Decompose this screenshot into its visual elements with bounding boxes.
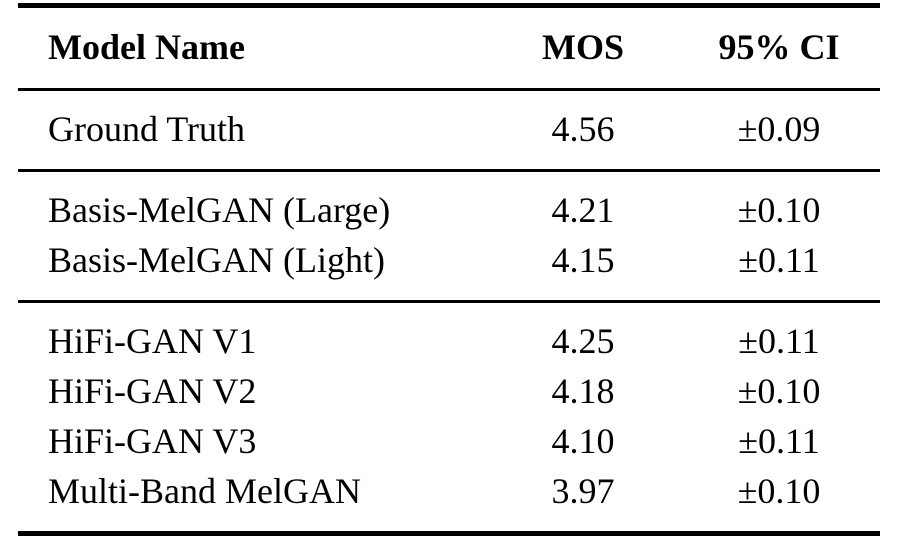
mos-cell: 4.18 [551,371,615,411]
model-name-cell: HiFi-GAN V2 [48,371,257,411]
model-name-cell: Multi-Band MelGAN [48,471,361,511]
ci-cell: ±0.10 [678,169,880,235]
table-row-ground-truth: Ground Truth 4.56 ±0.09 [18,90,880,171]
mos-cell: 4.21 [488,169,678,235]
table-header: Model Name MOS 95% CI [18,5,880,91]
column-header-model-name: Model Name [18,5,488,91]
header-row: Model Name MOS 95% CI [18,5,880,91]
ci-cell: ±0.10 [737,371,821,411]
model-name-cell: HiFi-GAN V3 [48,421,257,461]
group-ground-truth: Ground Truth 4.56 ±0.09 [18,90,880,171]
model-name-cell: Basis-MelGAN (Light) [48,240,385,280]
column-header-95-ci: 95% CI [678,5,880,91]
table-row-hifi-gan-v2: HiFi-GAN V2 4.18 ±0.10 [18,366,880,416]
column-header-mos: MOS [488,5,678,91]
mos-cell: 4.10 [551,421,615,461]
table-row-hifi-gan-v1: HiFi-GAN V1 4.25 ±0.11 [18,300,880,366]
ci-cell: ±0.11 [678,300,880,366]
ci-cell: ±0.11 [738,240,820,280]
mos-cell: 4.25 [488,300,678,366]
model-name-cell: HiFi-GAN V1 [18,300,488,366]
table-row-basis-melgan-light: Basis-MelGAN (Light) 4.15 ±0.11 [18,235,880,302]
model-name-cell: Basis-MelGAN (Large) [18,169,488,235]
table-row-multi-band-melgan: Multi-Band MelGAN 3.97 ±0.10 [18,466,880,534]
table-row-hifi-gan-v3: HiFi-GAN V3 4.10 ±0.11 [18,416,880,466]
group-baselines: HiFi-GAN V1 4.25 ±0.11 HiFi-GAN V2 4.18 … [18,300,880,534]
mos-results-table: Model Name MOS 95% CI Ground Truth 4.56 … [18,3,880,536]
model-name-cell: Ground Truth [48,109,246,149]
mos-cell: 3.97 [551,471,615,511]
mos-cell: 4.15 [551,240,615,280]
table-row-basis-melgan-large: Basis-MelGAN (Large) 4.21 ±0.10 [18,169,880,235]
group-basis-melgan: Basis-MelGAN (Large) 4.21 ±0.10 Basis-Me… [18,169,880,302]
ci-cell: ±0.11 [738,421,820,461]
mos-cell: 4.56 [551,109,615,149]
ci-cell: ±0.09 [737,109,821,149]
ci-cell: ±0.10 [737,471,821,511]
